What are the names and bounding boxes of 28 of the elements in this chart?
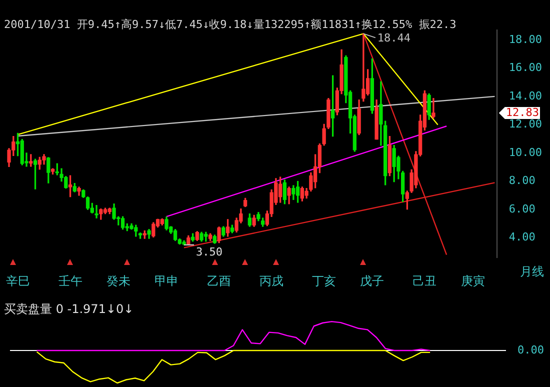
x-tick-label: 甲申	[154, 274, 179, 288]
candlestick	[432, 98, 436, 118]
text: 月线	[520, 264, 544, 279]
chart-subtitle: 2001/10/31 开9.45↑高9.57↓低7.45↓收9.18↓量132295↑额11831↑换12.55% 振22.3	[4, 17, 456, 32]
x-tick-label: 己丑	[412, 274, 437, 288]
chart-title: 买卖盘量 0 -1.971↓0↓	[4, 301, 134, 318]
candlestick	[94, 204, 98, 218]
text: 12.83	[506, 106, 540, 119]
y-tick-label: 18.00	[508, 32, 542, 46]
x-tick-label: 壬午	[58, 274, 82, 288]
y-tick-label: 16.00	[508, 61, 542, 74]
y-tick-label: 4.00	[508, 230, 536, 244]
y-tick-label: 6.00	[508, 202, 536, 216]
annotation: 3.50	[196, 246, 223, 259]
annotation: 18.44	[377, 32, 411, 45]
y-tick-label: 14.00	[508, 89, 542, 102]
x-tick-label: 丁亥	[312, 274, 336, 288]
candlestick	[362, 33, 366, 102]
x-tick-label: 辛巳	[6, 274, 30, 288]
y-tick-label: 10.00	[508, 146, 542, 159]
ref-line-label: 0.00	[518, 343, 544, 356]
x-tick-label: 戊子	[360, 274, 384, 288]
x-tick-label: 庚寅	[460, 274, 485, 288]
y-tick-label: 12.00	[508, 118, 542, 131]
x-tick-label: 乙酉	[207, 274, 232, 288]
x-tick-label: 丙戌	[260, 274, 284, 288]
x-tick-label: 癸未	[106, 274, 130, 288]
y-tick-label: 8.00	[508, 174, 536, 188]
